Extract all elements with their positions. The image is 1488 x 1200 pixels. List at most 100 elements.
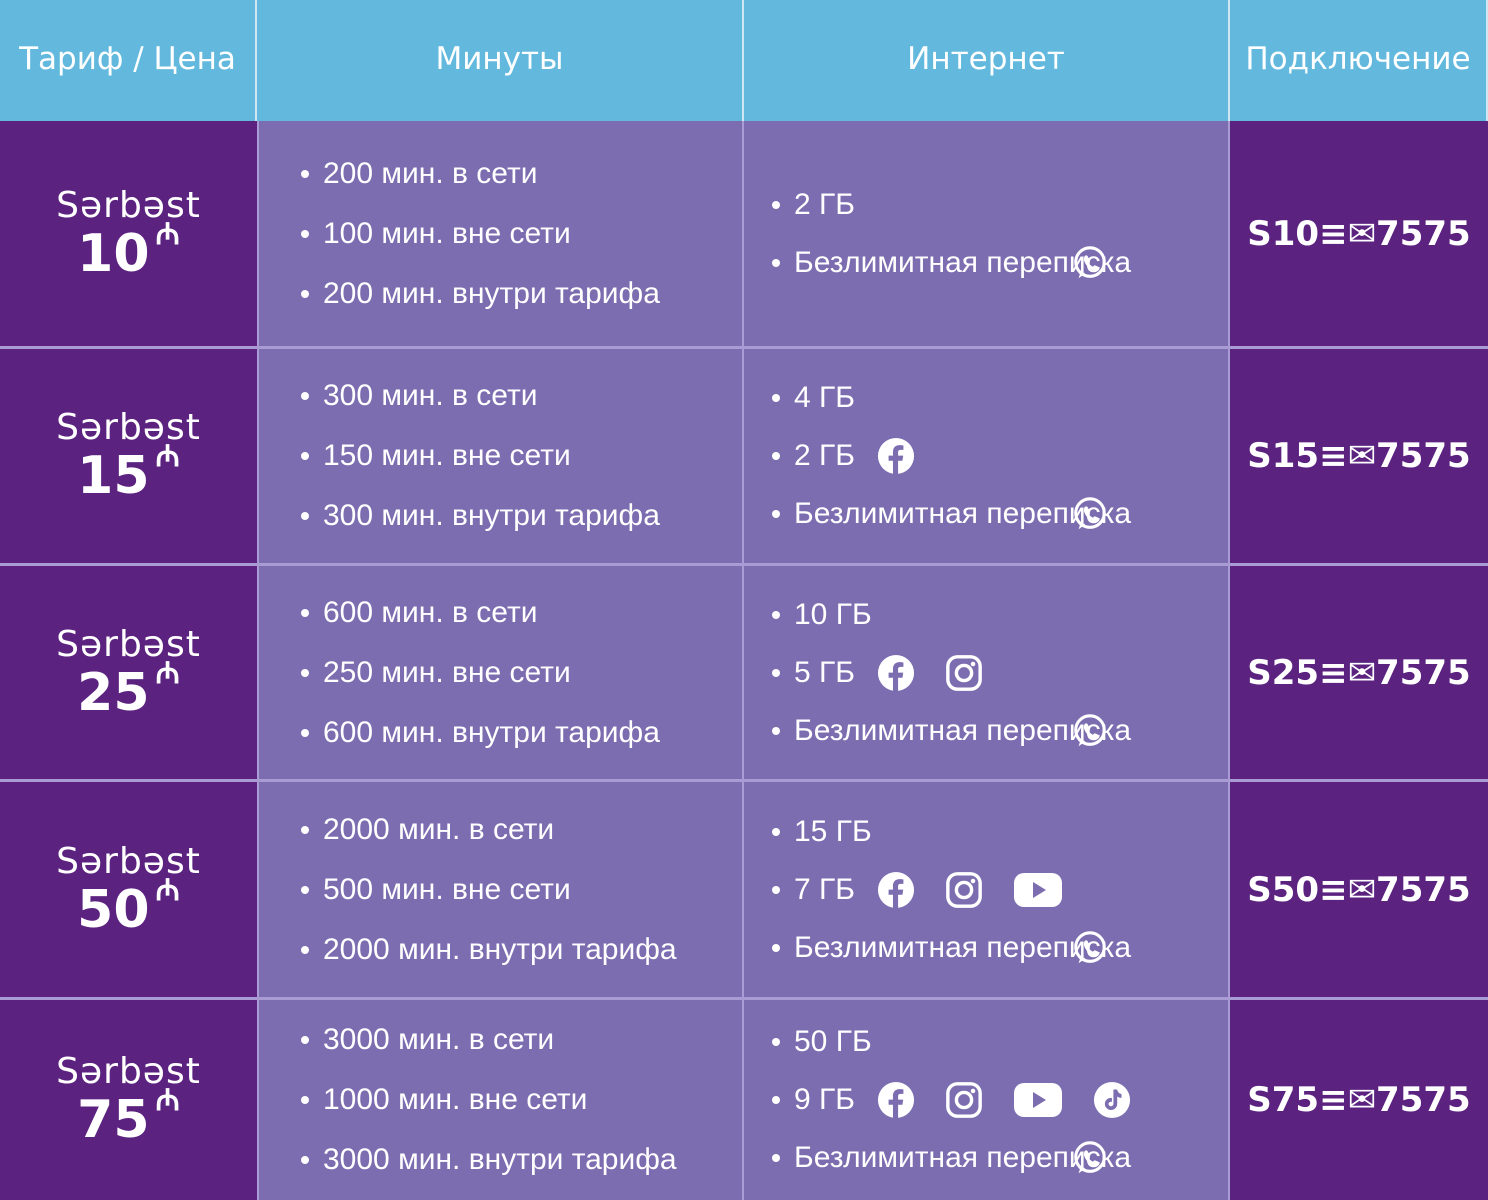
list-item: 2000 мин. в сети <box>301 809 677 851</box>
internet-cell: 50 ГБ 9 ГБ Безлимитная переписка <box>744 997 1230 1200</box>
price-value: 10 <box>77 223 150 284</box>
tariff-brand: Sərbəst <box>56 1051 201 1092</box>
internet-list: 2 ГБ Безлимитная переписка <box>772 121 1131 346</box>
sms-code: S25≡✉7575 <box>1247 652 1471 693</box>
minutes-text: 600 мин. в сети <box>323 595 538 629</box>
sms-code: S75≡✉7575 <box>1247 1080 1471 1120</box>
minutes-list: 200 мин. в сети 100 мин. вне сети 200 мин.… <box>301 121 660 346</box>
connection-cell: S50≡✉7575 <box>1230 779 1488 997</box>
minutes-list: 300 мин. в сети 150 мин. вне сети 300 мин.… <box>301 349 660 563</box>
header-tariff-price: Тариф / Цена <box>0 0 257 121</box>
bullet-icon <box>301 1096 309 1104</box>
facebook-icon <box>877 1081 915 1119</box>
list-item: 50 ГБ <box>772 1021 1131 1063</box>
internet-cell: 2 ГБ Безлимитная переписка <box>744 121 1230 346</box>
list-item: 7 ГБ <box>772 869 1131 911</box>
bullet-icon <box>772 668 780 677</box>
list-item: 200 мин. в сети <box>301 153 660 195</box>
list-item: Безлимитная переписка <box>772 1137 1131 1179</box>
header-label: Минуты <box>435 40 564 77</box>
internet-list: 50 ГБ 9 ГБ Безлимитная переписка <box>772 1000 1131 1200</box>
bullet-icon <box>301 512 309 520</box>
manat-currency-icon: ₼ <box>155 216 180 252</box>
tariff-brand: Sərbəst <box>56 407 201 448</box>
bullet-icon <box>301 289 309 298</box>
bullet-icon <box>772 200 780 209</box>
bullet-icon <box>301 668 309 677</box>
header-label: Тариф / Цена <box>19 40 236 77</box>
tariff-price: 15 ₼ <box>77 442 180 506</box>
list-item: 300 мин. внутри тарифа <box>301 495 660 537</box>
minutes-text: 150 мин. вне сети <box>323 439 571 472</box>
list-item: 9 ГБ <box>772 1079 1131 1121</box>
header-label: Интернет <box>907 40 1065 77</box>
list-item: 600 мин. внутри тарифа <box>301 712 660 754</box>
minutes-text: 300 мин. внутри тарифа <box>323 499 660 532</box>
sms-code: S15≡✉7575 <box>1247 436 1471 476</box>
header-label: Подключение <box>1245 40 1471 77</box>
whatsapp-icon <box>1071 712 1109 750</box>
bullet-icon <box>772 1154 780 1162</box>
price-value: 15 <box>77 446 150 506</box>
bullet-icon <box>301 452 309 460</box>
social-icons <box>877 871 1063 909</box>
internet-base: 50 ГБ <box>794 1025 872 1058</box>
bullet-icon <box>772 610 780 619</box>
tariff-brand: Sərbəst <box>56 623 201 665</box>
minutes-text: 300 мин. в сети <box>323 379 538 412</box>
sms-code: S10≡✉7575 <box>1247 213 1471 254</box>
bullet-icon <box>301 169 309 178</box>
facebook-icon <box>877 437 915 475</box>
minutes-text: 250 мин. вне сети <box>323 655 571 689</box>
bullet-icon <box>301 885 309 894</box>
header-minutes: Минуты <box>257 0 744 121</box>
minutes-text: 2000 мин. в сети <box>323 812 555 846</box>
internet-list: 4 ГБ 2 ГБ Безлимитная переписка <box>772 349 1131 563</box>
list-item: 1000 мин. вне сети <box>301 1079 677 1121</box>
social-icons <box>877 437 915 475</box>
tariff-price: 75 ₼ <box>77 1086 180 1149</box>
tariff-price: 50 ₼ <box>77 875 180 938</box>
minutes-cell: 300 мин. в сети 150 мин. вне сети 300 мин.… <box>257 346 744 563</box>
bullet-icon <box>772 452 780 460</box>
minutes-text: 100 мин. вне сети <box>323 216 571 250</box>
whatsapp-icon <box>1071 1139 1109 1177</box>
internet-social: 2 ГБ <box>794 439 855 472</box>
connection-cell: S15≡✉7575 <box>1230 346 1488 563</box>
tariff-price: 10 ₼ <box>77 219 180 284</box>
internet-base: 2 ГБ <box>794 187 855 221</box>
minutes-text: 200 мин. в сети <box>323 156 538 190</box>
bullet-icon <box>772 726 780 735</box>
bullet-icon <box>301 1036 309 1044</box>
bullet-icon <box>772 394 780 402</box>
sms-code: S50≡✉7575 <box>1247 869 1471 910</box>
bullet-icon <box>301 1156 309 1164</box>
minutes-text: 200 мин. внутри тарифа <box>323 276 660 310</box>
list-item: 5 ГБ <box>772 652 1131 694</box>
minutes-text: 1000 мин. вне сети <box>323 1083 588 1116</box>
minutes-list: 600 мин. в сети 250 мин. вне сети 600 мин.… <box>301 566 660 779</box>
facebook-icon <box>877 654 915 692</box>
internet-list: 10 ГБ 5 ГБ Безлимитная переписка <box>772 566 1131 779</box>
internet-social: 7 ГБ <box>794 872 855 906</box>
minutes-list: 3000 мин. в сети 1000 мин. вне сети 3000 м… <box>301 1000 677 1200</box>
youtube-icon <box>1013 872 1063 908</box>
tariff-name-cell: Sərbəst 15 ₼ <box>0 346 257 563</box>
tariff-brand: Sərbəst <box>56 184 201 226</box>
list-item: Безлимитная переписка <box>772 927 1131 969</box>
minutes-text: 3000 мин. внутри тарифа <box>323 1143 677 1176</box>
list-item: 200 мин. внутри тарифа <box>301 273 660 315</box>
bullet-icon <box>772 885 780 894</box>
bullet-icon <box>772 827 780 836</box>
bullet-icon <box>772 1096 780 1104</box>
list-item: 150 мин. вне сети <box>301 435 660 477</box>
list-item: 500 мин. вне сети <box>301 869 677 911</box>
tariff-brand: Sərbəst <box>56 840 201 882</box>
tiktok-icon <box>1093 1081 1131 1119</box>
bullet-icon <box>772 258 780 267</box>
list-item: 600 мин. в сети <box>301 592 660 634</box>
list-item: 2 ГБ <box>772 435 1131 477</box>
internet-cell: 4 ГБ 2 ГБ Безлимитная переписка <box>744 346 1230 563</box>
list-item: 3000 мин. внутри тарифа <box>301 1139 677 1181</box>
connection-cell: S25≡✉7575 <box>1230 563 1488 779</box>
